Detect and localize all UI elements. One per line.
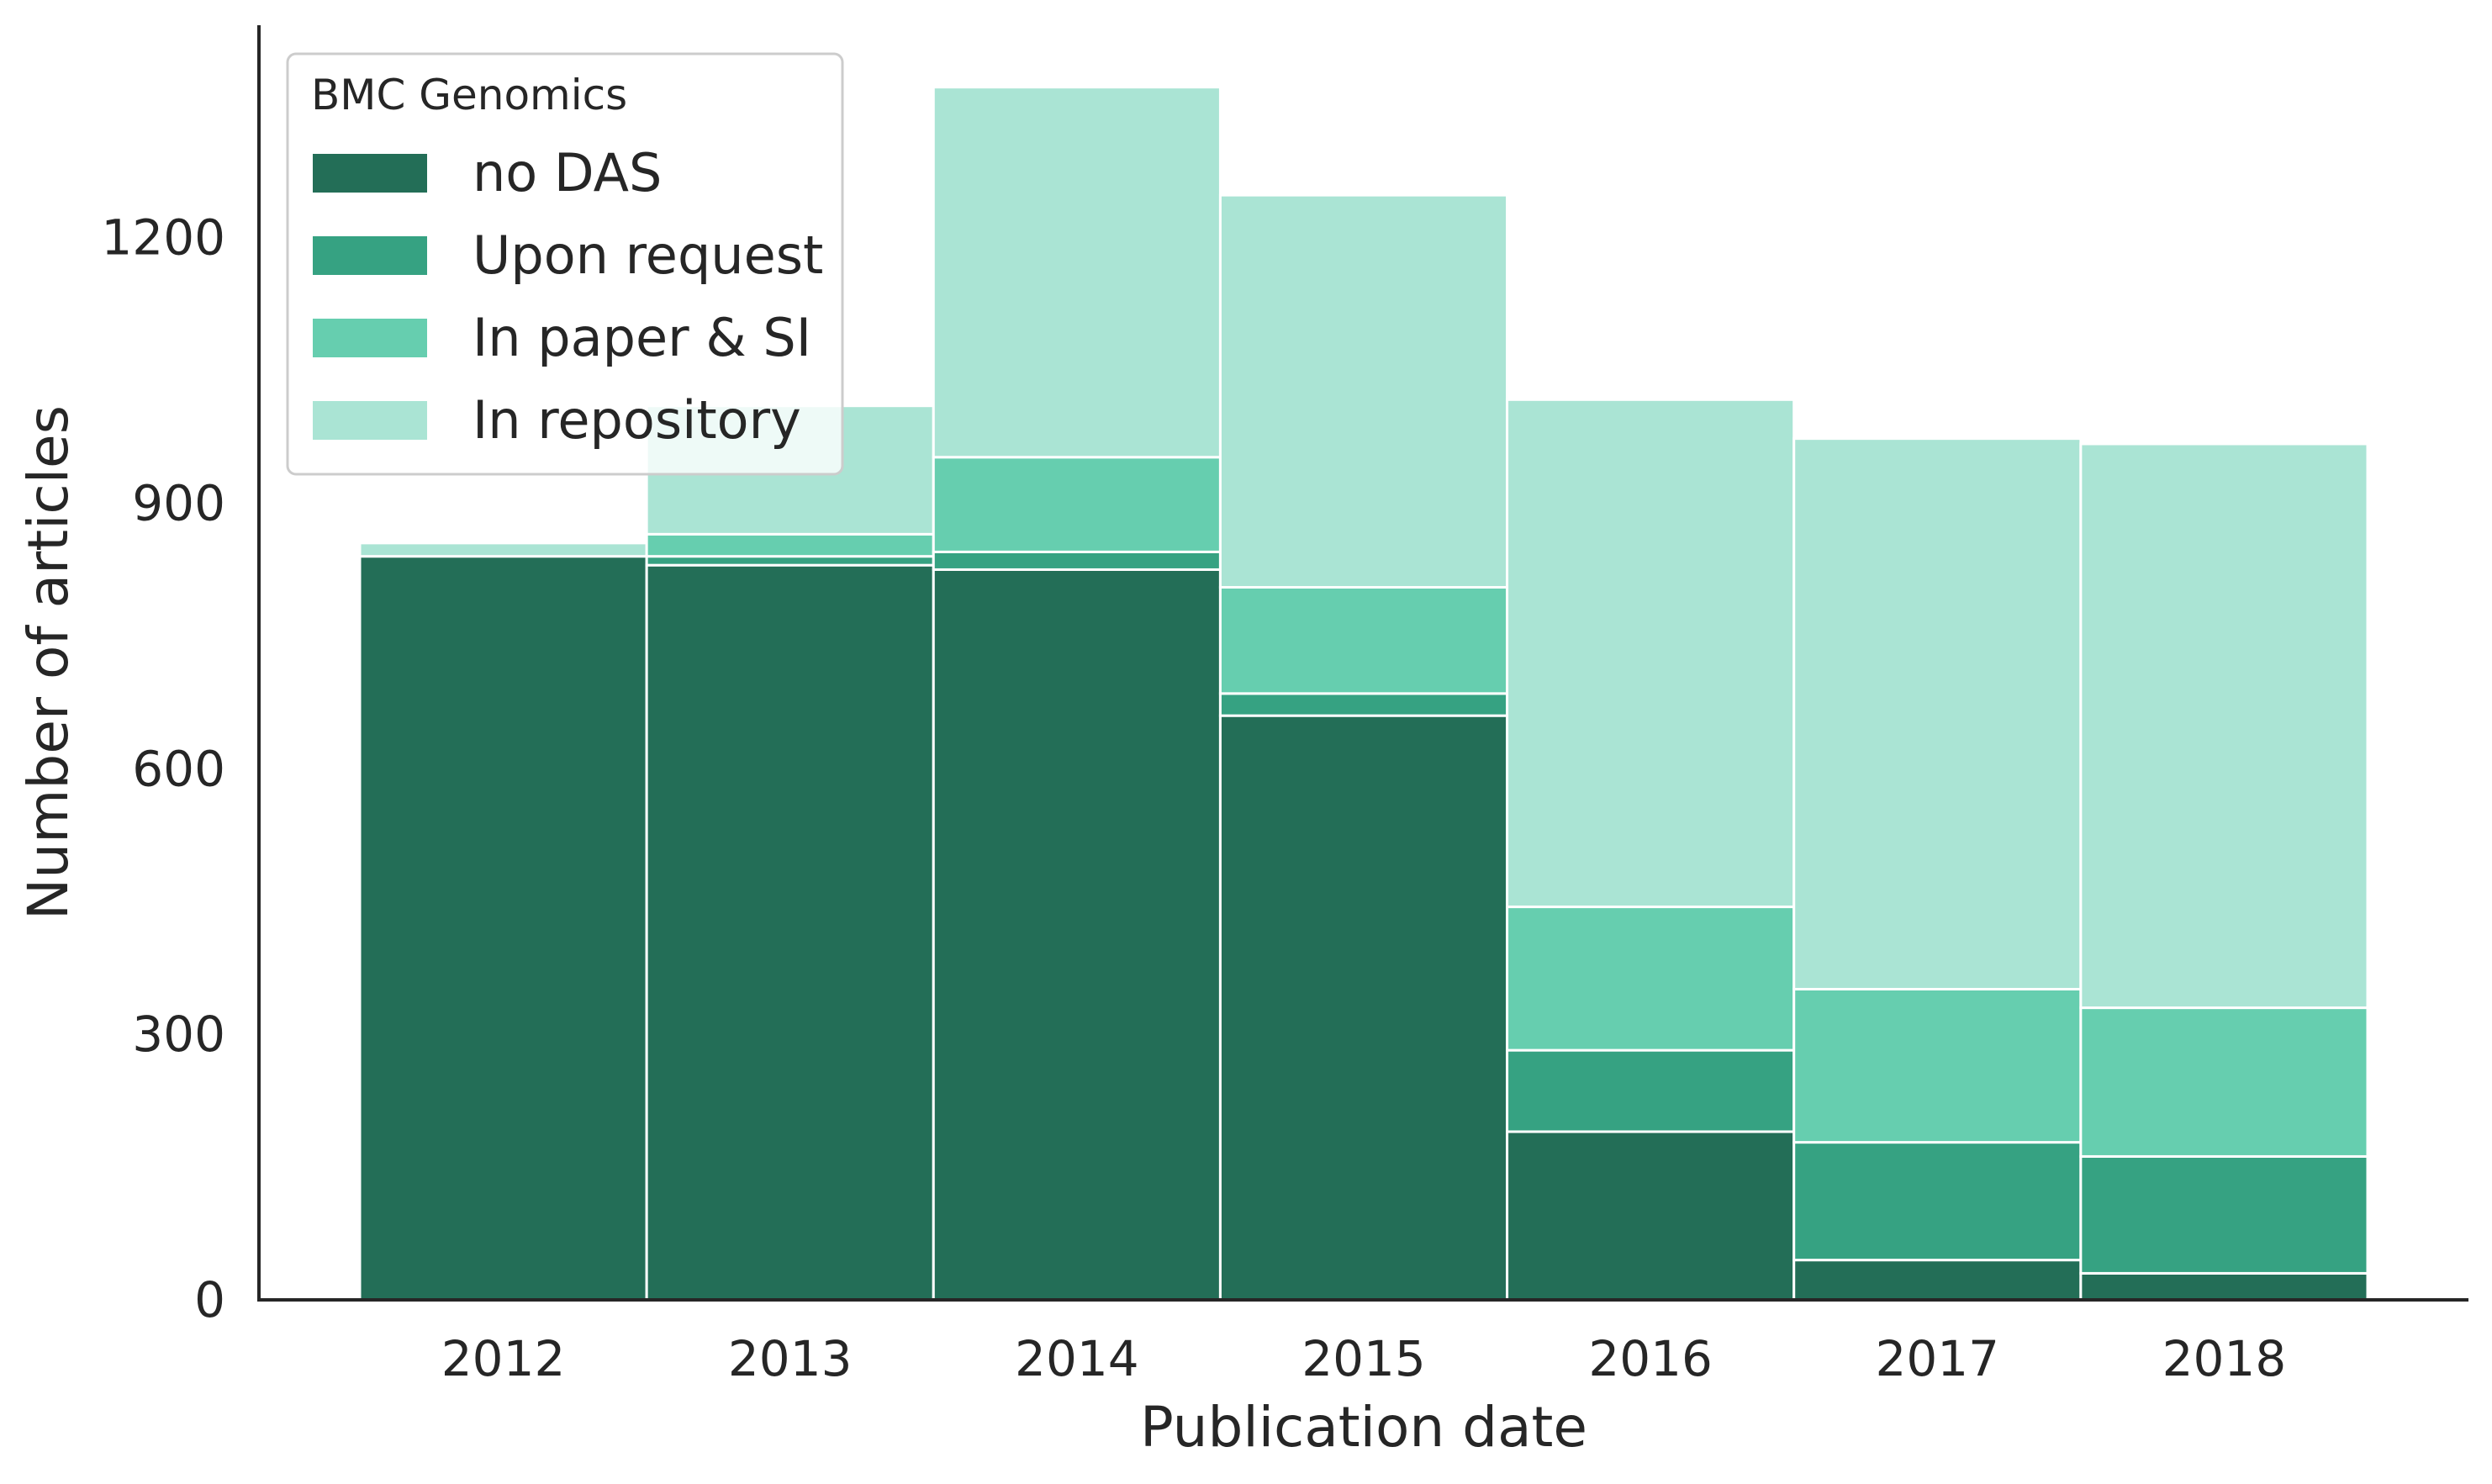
y-tick-label: 300 <box>132 1006 225 1063</box>
bar-2015-series-2 <box>1218 586 1509 695</box>
x-tick-label: 2015 <box>1301 1330 1426 1387</box>
bar-2012-series-3 <box>358 541 648 558</box>
x-tick-label: 2014 <box>1015 1330 1139 1387</box>
x-axis-label: Publication date <box>1140 1395 1587 1460</box>
bar-2017-series-1 <box>1792 1141 2083 1262</box>
x-tick-labels: 2012 2013 2014 2015 2016 2017 2018 <box>441 1330 2286 1387</box>
bar-2013-series-0 <box>645 563 935 1302</box>
legend-title: BMC Genomics <box>311 71 627 119</box>
bar-2013-series-1 <box>645 555 935 567</box>
bar-2016-series-2 <box>1506 906 1796 1052</box>
bar-2017-series-3 <box>1792 437 2083 990</box>
legend-swatch <box>313 154 427 193</box>
bar-2016-series-0 <box>1506 1130 1796 1302</box>
bar-2014-series-2 <box>932 456 1222 553</box>
bar-2014-series-1 <box>932 550 1222 571</box>
legend-swatch <box>313 401 427 440</box>
legend-label: Upon request <box>473 224 823 286</box>
bar-2018-series-2 <box>2079 1006 2369 1158</box>
legend: BMC Genomics no DAS Upon request In paper … <box>286 52 844 476</box>
bar-2016-series-3 <box>1506 398 1796 909</box>
bar-2014-series-0 <box>932 568 1222 1302</box>
y-axis-label: Number of articles <box>16 405 81 920</box>
bar-2018-series-1 <box>2079 1154 2369 1275</box>
legend-label: In paper & SI <box>473 307 811 368</box>
bar-2015-series-3 <box>1218 193 1509 589</box>
y-tick-label: 900 <box>132 475 225 532</box>
bar-2015-series-0 <box>1218 714 1509 1302</box>
axes-group <box>257 25 2468 1302</box>
legend-label: In repository <box>473 389 801 451</box>
bar-2013-series-2 <box>645 532 935 558</box>
bar-2017-series-2 <box>1792 987 2083 1144</box>
x-tick-label: 2013 <box>728 1330 853 1387</box>
legend-swatch <box>313 236 427 275</box>
legend-label: no DAS <box>473 142 662 203</box>
legend-entries: no DAS Upon request In paper & SI In reposi… <box>313 142 823 451</box>
x-tick-label: 2017 <box>1875 1330 1999 1387</box>
y-tick-label: 0 <box>194 1271 225 1328</box>
bar-2018-series-3 <box>2079 442 2369 1010</box>
legend-swatch <box>313 319 427 357</box>
y-tick-label: 1200 <box>101 209 225 267</box>
bar-2012-series-0 <box>358 555 648 1302</box>
bar-2017-series-0 <box>1792 1259 2083 1302</box>
bar-2018-series-0 <box>2079 1271 2369 1302</box>
x-tick-label: 2018 <box>2162 1330 2287 1387</box>
x-tick-label: 2016 <box>1588 1330 1713 1387</box>
y-tick-label: 600 <box>132 740 225 797</box>
bar-2016-series-1 <box>1506 1048 1796 1133</box>
y-tick-labels: 0 300 600 900 1200 <box>101 209 225 1328</box>
bar-2015-series-1 <box>1218 692 1509 717</box>
x-tick-label: 2012 <box>441 1330 566 1387</box>
bars-group <box>358 86 2369 1302</box>
bar-2014-series-3 <box>932 86 1222 459</box>
